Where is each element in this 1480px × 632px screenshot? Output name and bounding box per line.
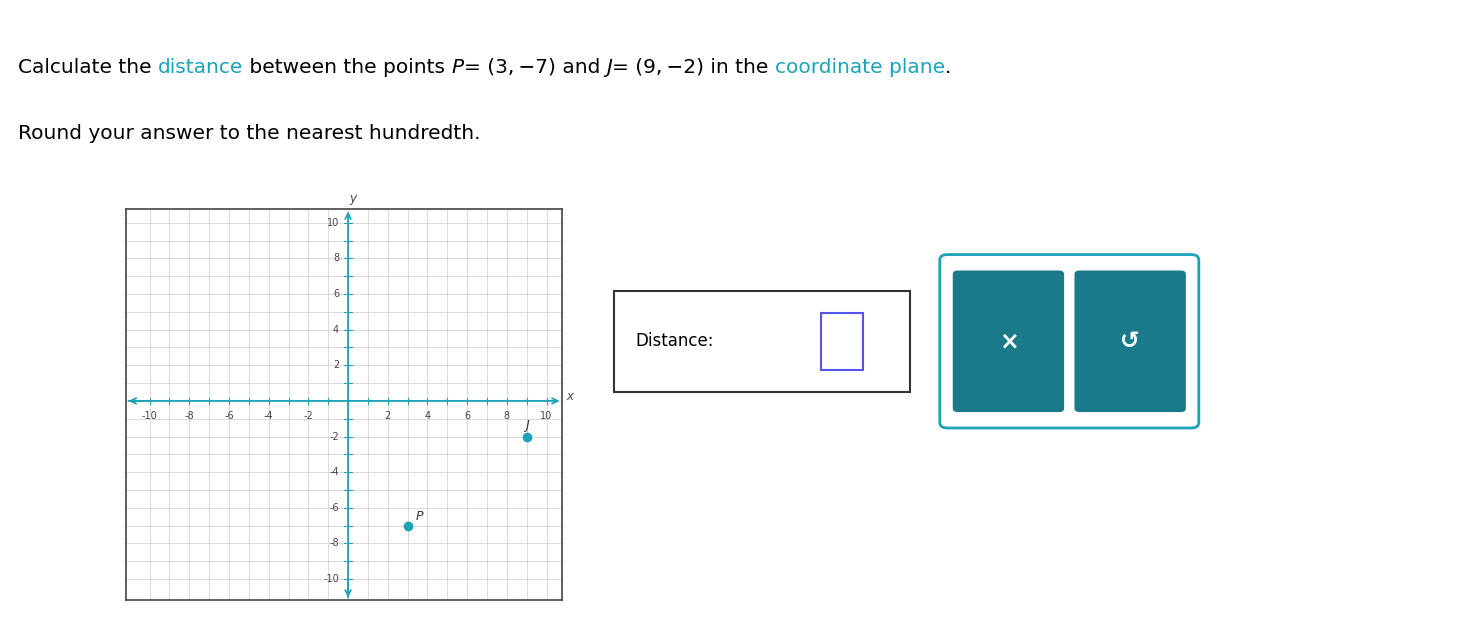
Text: 2: 2 <box>333 360 339 370</box>
Text: = (3, −7): = (3, −7) <box>463 58 555 76</box>
Text: y: y <box>349 192 357 205</box>
Text: -2: -2 <box>303 411 314 421</box>
Text: ×: × <box>999 329 1018 353</box>
Text: 8: 8 <box>333 253 339 264</box>
Text: J: J <box>607 58 613 76</box>
Text: distance: distance <box>158 58 243 76</box>
Text: ↺: ↺ <box>1120 329 1140 353</box>
Text: J: J <box>525 419 528 432</box>
Text: coordinate plane: coordinate plane <box>776 58 946 76</box>
Text: Calculate the: Calculate the <box>18 58 158 76</box>
Text: Distance:: Distance: <box>635 332 713 350</box>
Text: -6: -6 <box>330 503 339 513</box>
Text: P: P <box>451 58 463 76</box>
Text: 4: 4 <box>333 325 339 335</box>
Text: -4: -4 <box>330 467 339 477</box>
Text: -4: -4 <box>263 411 274 421</box>
Text: between the points: between the points <box>243 58 451 76</box>
Text: -10: -10 <box>142 411 157 421</box>
Text: -8: -8 <box>330 538 339 549</box>
Text: -8: -8 <box>185 411 194 421</box>
Text: 10: 10 <box>540 411 552 421</box>
Text: P: P <box>416 510 423 523</box>
Text: 4: 4 <box>425 411 431 421</box>
Text: .: . <box>946 58 952 76</box>
Text: = (9, −2): = (9, −2) <box>613 58 704 76</box>
FancyBboxPatch shape <box>821 313 863 370</box>
Text: 6: 6 <box>333 289 339 299</box>
Text: in the: in the <box>704 58 776 76</box>
Text: Round your answer to the nearest hundredth.: Round your answer to the nearest hundred… <box>18 124 480 143</box>
Text: x: x <box>567 390 573 403</box>
Text: -10: -10 <box>324 574 339 584</box>
Text: 8: 8 <box>503 411 511 421</box>
FancyBboxPatch shape <box>614 291 910 392</box>
Text: 10: 10 <box>327 218 339 228</box>
FancyBboxPatch shape <box>940 255 1199 428</box>
Text: 6: 6 <box>465 411 471 421</box>
Text: and: and <box>555 58 607 76</box>
Text: -2: -2 <box>330 432 339 442</box>
FancyBboxPatch shape <box>1074 270 1185 412</box>
Text: -6: -6 <box>223 411 234 421</box>
FancyBboxPatch shape <box>953 270 1064 412</box>
Text: 2: 2 <box>385 411 391 421</box>
